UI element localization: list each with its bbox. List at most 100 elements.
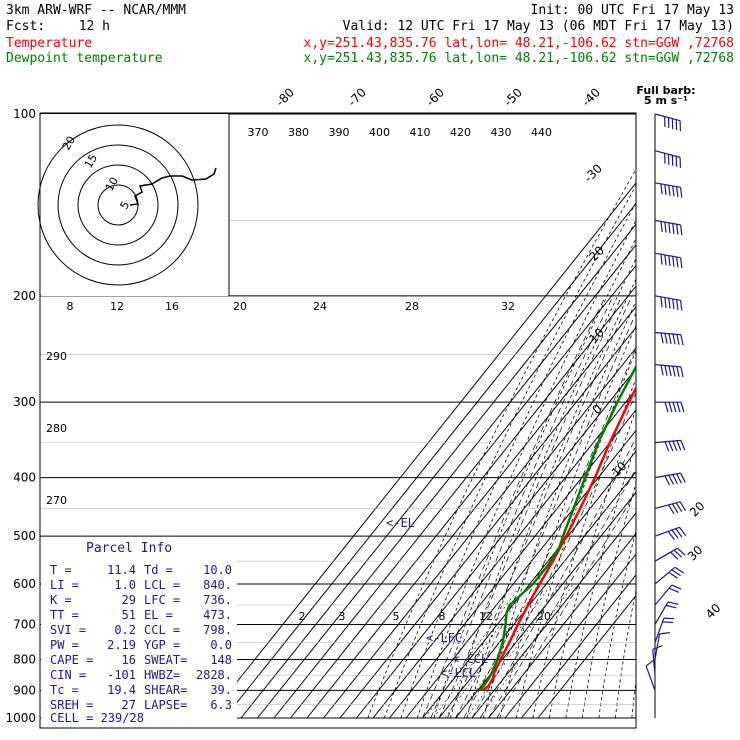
wind-barb-staff bbox=[654, 501, 681, 510]
wind-barb bbox=[654, 252, 683, 269]
isotherm-label: -70 bbox=[345, 85, 369, 109]
wind-barb-flag bbox=[668, 587, 679, 593]
parcel-param-value: 27 bbox=[122, 698, 136, 712]
dry-adiabat-line bbox=[648, 114, 740, 718]
parcel-param-label: LCL = bbox=[144, 578, 180, 592]
wind-barb-flag bbox=[679, 501, 687, 512]
hodograph-ring-label: 12 bbox=[110, 300, 124, 313]
wind-barb bbox=[654, 566, 684, 585]
hodograph-ring-value: 15 bbox=[82, 152, 100, 171]
wind-barb bbox=[654, 617, 675, 643]
parcel-param-value: 798. bbox=[203, 623, 232, 637]
wind-barb-staff bbox=[654, 219, 681, 226]
temperature-profile bbox=[481, 385, 636, 692]
wind-barb-flag bbox=[676, 366, 680, 377]
moist-adiabat-line bbox=[446, 295, 633, 719]
isotherm-line bbox=[455, 491, 636, 719]
isotherm-line bbox=[504, 553, 636, 719]
temperature-location: x,y=251.43,835.76 lat,lon= 48.21,-106.62… bbox=[304, 36, 734, 51]
wind-barb-flag bbox=[668, 185, 671, 196]
parcel-param-value: 39. bbox=[210, 683, 232, 697]
hodograph-ring-label: 8 bbox=[67, 300, 74, 313]
wind-barb-staff bbox=[654, 295, 681, 301]
mixing-ratio-label: 3 bbox=[339, 610, 346, 623]
pressure-tick-label: 300 bbox=[13, 395, 36, 409]
wind-barb-staff bbox=[654, 364, 681, 368]
parcel-param-value: 1.0 bbox=[114, 578, 136, 592]
parcel-param-value: 0.2 bbox=[114, 623, 136, 637]
parcel-param-label: TT = bbox=[50, 608, 79, 622]
theta-label: 430 bbox=[491, 126, 512, 139]
parcel-param-value: 6.3 bbox=[210, 698, 232, 712]
dry-adiabat-line bbox=[714, 114, 740, 718]
wind-barb-flag bbox=[680, 257, 683, 269]
lcl-marker: <-LCL bbox=[440, 666, 476, 680]
wind-barb-flag bbox=[664, 333, 668, 344]
wind-barb-flag bbox=[680, 402, 685, 413]
wind-barb-flag bbox=[668, 298, 671, 309]
parcel-param-label: LI = bbox=[50, 578, 79, 592]
wind-barb-staff bbox=[654, 633, 661, 660]
parcel-param-label: CIN = bbox=[50, 668, 86, 682]
wind-barb-flag bbox=[667, 601, 679, 605]
isotherm-line bbox=[372, 388, 636, 719]
parcel-param-value: 736. bbox=[203, 593, 232, 607]
parcel-cell: CELL = 239/28 bbox=[50, 711, 144, 725]
pressure-tick-label: 400 bbox=[13, 471, 36, 485]
model-title: 3km ARW-WRF -- NCAR/MMM bbox=[6, 3, 186, 18]
wind-barb-flag bbox=[680, 440, 686, 451]
parcel-param-value: 16 bbox=[122, 653, 136, 667]
parcel-info-panel: Parcel Info T = 11.4 Td = 10.0 LI = 1.0 LCL = 8… bbox=[41, 537, 237, 726]
parcel-param-label: HWBZ= bbox=[144, 668, 180, 682]
moist-adiabat-line bbox=[455, 312, 636, 719]
wind-barb-flag bbox=[668, 255, 671, 267]
pressure-tick-label: 1000 bbox=[5, 711, 36, 725]
wind-barb-flag bbox=[663, 617, 675, 620]
isotherm-label: -50 bbox=[501, 85, 525, 109]
parcel-param-value: 2828. bbox=[196, 668, 232, 682]
theta-label: 290 bbox=[46, 350, 67, 363]
hodograph-ring-label: 16 bbox=[165, 300, 179, 313]
wind-barb-flag bbox=[672, 256, 675, 267]
theta-label: 420 bbox=[450, 126, 471, 139]
pressure-tick-label: 100 bbox=[13, 107, 36, 121]
theta-label: 390 bbox=[329, 126, 350, 139]
parcel-param-label: LAPSE= bbox=[144, 698, 187, 712]
wind-barb-staff bbox=[654, 526, 680, 537]
wind-barb-flag bbox=[668, 333, 672, 345]
dry-adiabat-line bbox=[731, 114, 740, 718]
wind-barb-flag bbox=[659, 632, 670, 635]
wind-barb-flag bbox=[665, 604, 677, 609]
wind-barb bbox=[654, 439, 686, 452]
moist-adiabat-line bbox=[488, 468, 636, 719]
wind-barb-staff bbox=[654, 472, 681, 479]
hodograph-ring-value: 10 bbox=[103, 175, 121, 194]
wind-barb-flag bbox=[664, 222, 667, 233]
parcel-param-label: SHEAR= bbox=[144, 683, 187, 697]
wind-barb-flag bbox=[664, 297, 667, 308]
wind-barb bbox=[654, 113, 682, 132]
wind-barb-flag bbox=[676, 334, 680, 345]
wind-barb-flag bbox=[672, 366, 676, 377]
wind-barb-flag bbox=[664, 254, 667, 266]
isotherm-line bbox=[290, 285, 636, 719]
wind-barb-flag bbox=[660, 365, 664, 376]
isotherm-line bbox=[422, 450, 636, 719]
moist-adiabat-line bbox=[438, 295, 623, 719]
dewpoint-location: x,y=251.43,835.76 lat,lon= 48.21,-106.62… bbox=[304, 51, 734, 66]
wind-barb bbox=[645, 659, 656, 691]
wind-barb bbox=[654, 295, 683, 311]
wind-barb-flag bbox=[680, 224, 683, 236]
wind-barb bbox=[654, 219, 683, 236]
valid-time: Valid: 12 UTC Fri 17 May 13 (06 MDT Fri … bbox=[343, 19, 734, 34]
wind-barb-staff bbox=[654, 584, 673, 606]
dry-adiabat-line bbox=[665, 114, 740, 718]
forecast-label: Fcst: bbox=[6, 19, 45, 34]
theta-label: 370 bbox=[248, 126, 269, 139]
wind-barb-flag bbox=[680, 366, 684, 378]
mixing-ratio-label: 8 bbox=[439, 610, 446, 623]
parcel-param-value: 473. bbox=[203, 608, 232, 622]
parcel-param-value: 2.19 bbox=[107, 638, 136, 652]
isotherm-line bbox=[521, 574, 636, 719]
